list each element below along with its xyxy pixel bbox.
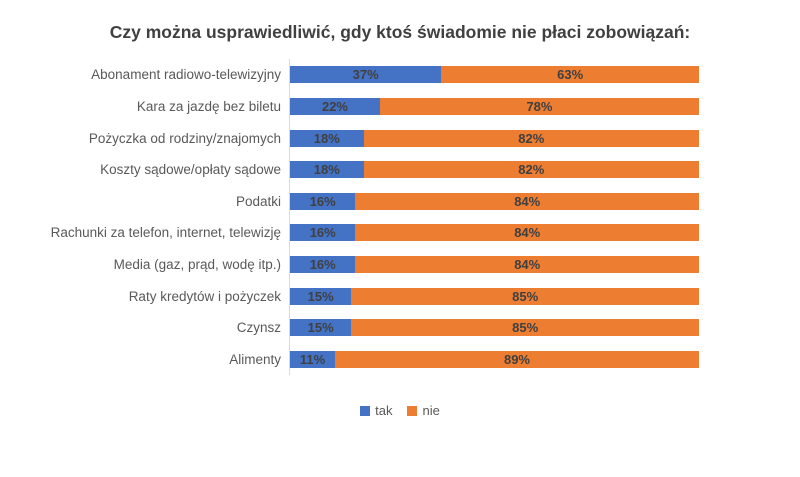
bar-row: Alimenty 11% 89% xyxy=(0,343,800,376)
legend-item-nie: nie xyxy=(407,403,440,419)
segment-value-label: 84% xyxy=(514,193,541,209)
bar-segment-nie: 85% xyxy=(351,287,699,305)
bar-chart: Abonament radiowo-telewizyjny 37% 63% Kara … xyxy=(0,59,800,376)
stacked-bar: 16% 84% xyxy=(290,255,699,273)
category-label: Raty kredytów i pożyczek xyxy=(128,288,281,304)
category-label: Alimenty xyxy=(229,351,281,367)
legend-swatch-icon xyxy=(360,405,371,416)
bar-segment-tak: 37% xyxy=(290,66,442,84)
stacked-bar: 11% 89% xyxy=(290,350,699,368)
bar-segment-tak: 16% xyxy=(290,192,356,210)
legend-item-tak: tak xyxy=(360,403,392,418)
bar-segment-nie: 82% xyxy=(363,161,699,179)
plot-area: 16% 84% xyxy=(289,217,699,249)
segment-value-label: 85% xyxy=(512,320,539,336)
stacked-bar: 16% 84% xyxy=(290,224,699,242)
plot-area: 18% 82% xyxy=(289,153,699,186)
segment-value-label: 63% xyxy=(557,67,584,83)
segment-value-label: 85% xyxy=(512,288,539,304)
legend: tak nie xyxy=(0,403,800,418)
segment-value-label: 18% xyxy=(313,162,340,178)
plot-area: 15% 85% xyxy=(289,311,699,344)
category-label: Kara za jazdę bez biletu xyxy=(136,99,281,115)
bar-row: Media (gaz, prąd, wodę itp.) 16% 84% xyxy=(0,248,800,281)
bar-segment-tak: 16% xyxy=(290,255,356,273)
segment-value-label: 16% xyxy=(309,225,336,241)
category-label: Abonament radiowo-telewizyjny xyxy=(91,67,281,83)
segment-value-label: 16% xyxy=(309,256,336,272)
bar-row: Raty kredytów i pożyczek 15% 85% xyxy=(0,280,800,312)
segment-value-label: 16% xyxy=(309,193,336,209)
stacked-bar: 37% 63% xyxy=(290,66,699,84)
bar-row: Rachunki za telefon, internet, telewizję… xyxy=(0,217,800,249)
bar-segment-tak: 18% xyxy=(290,129,364,147)
bar-row: Abonament radiowo-telewizyjny 37% 63% xyxy=(0,59,800,91)
legend-swatch-icon xyxy=(407,405,418,416)
bar-row: Pożyczka od rodziny/znajomych 18% 82% xyxy=(0,122,800,154)
segment-value-label: 78% xyxy=(526,99,553,115)
stacked-bar: 15% 85% xyxy=(290,287,699,305)
bar-segment-nie: 78% xyxy=(379,98,699,116)
bar-segment-nie: 89% xyxy=(334,350,699,368)
bar-segment-tak: 22% xyxy=(290,98,380,116)
segment-value-label: 82% xyxy=(518,130,545,146)
plot-area: 16% 84% xyxy=(289,185,699,218)
segment-value-label: 84% xyxy=(514,225,541,241)
stacked-bar: 22% 78% xyxy=(290,98,699,116)
segment-value-label: 22% xyxy=(321,99,348,115)
plot-area: 18% 82% xyxy=(289,122,699,154)
category-label: Koszty sądowe/opłaty sądowe xyxy=(100,162,281,178)
legend-label: nie xyxy=(422,403,440,419)
category-label: Media (gaz, prąd, wodę itp.) xyxy=(113,256,281,272)
legend-label: tak xyxy=(375,403,393,419)
segment-value-label: 18% xyxy=(313,130,340,146)
bar-segment-nie: 85% xyxy=(351,319,699,337)
category-label: Rachunki za telefon, internet, telewizję xyxy=(50,225,281,241)
bar-row: Koszty sądowe/opłaty sądowe 18% 82% xyxy=(0,153,800,186)
bar-segment-tak: 15% xyxy=(290,287,352,305)
plot-area: 22% 78% xyxy=(289,90,699,123)
bar-segment-tak: 15% xyxy=(290,319,352,337)
bar-segment-nie: 84% xyxy=(355,255,699,273)
stacked-bar: 15% 85% xyxy=(290,319,699,337)
bar-segment-nie: 82% xyxy=(363,129,699,147)
stacked-bar: 16% 84% xyxy=(290,192,699,210)
segment-value-label: 84% xyxy=(514,256,541,272)
chart-title: Czy można usprawiedliwić, gdy ktoś świad… xyxy=(109,22,691,42)
stacked-bar: 18% 82% xyxy=(290,129,699,147)
segment-value-label: 89% xyxy=(503,351,530,367)
segment-value-label: 11% xyxy=(299,351,326,367)
segment-value-label: 15% xyxy=(307,320,334,336)
category-label: Podatki xyxy=(235,193,281,209)
stacked-bar: 18% 82% xyxy=(290,161,699,179)
category-label: Pożyczka od rodziny/znajomych xyxy=(88,130,281,146)
bar-segment-tak: 16% xyxy=(290,224,356,242)
plot-area: 15% 85% xyxy=(289,280,699,312)
bar-row: Podatki 16% 84% xyxy=(0,185,800,218)
bar-segment-nie: 63% xyxy=(441,66,699,84)
bar-segment-nie: 84% xyxy=(355,224,699,242)
bar-segment-nie: 84% xyxy=(355,192,699,210)
plot-area: 37% 63% xyxy=(289,59,699,91)
bar-row: Kara za jazdę bez biletu 22% 78% xyxy=(0,90,800,123)
plot-area: 11% 89% xyxy=(289,343,699,376)
category-label: Czynsz xyxy=(236,320,281,336)
bar-segment-tak: 11% xyxy=(290,350,335,368)
segment-value-label: 82% xyxy=(518,162,545,178)
bar-row: Czynsz 15% 85% xyxy=(0,311,800,344)
segment-value-label: 37% xyxy=(352,67,379,83)
plot-area: 16% 84% xyxy=(289,248,699,281)
bar-segment-tak: 18% xyxy=(290,161,364,179)
segment-value-label: 15% xyxy=(307,288,334,304)
